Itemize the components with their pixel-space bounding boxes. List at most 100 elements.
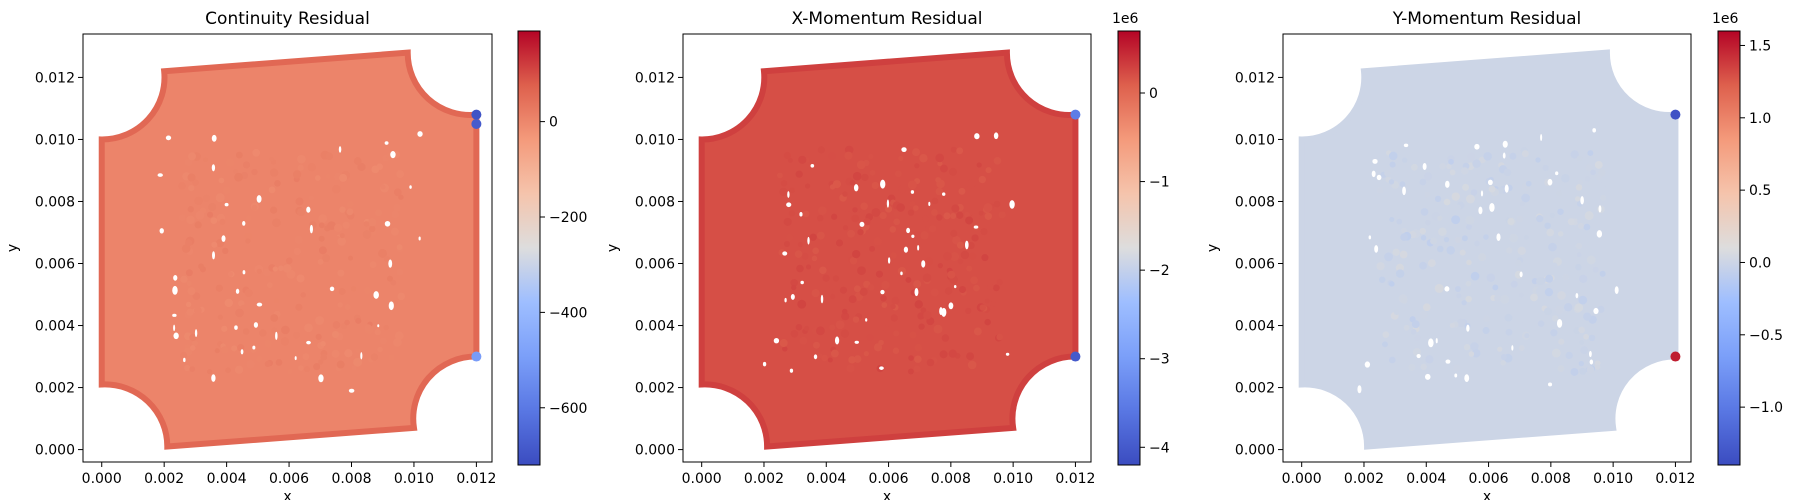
scatter-point [280, 337, 290, 346]
scatter-point [189, 333, 197, 342]
scatter-point [294, 235, 303, 245]
scatter-point [1478, 156, 1486, 164]
scatter-point [956, 241, 965, 249]
scatter-point [179, 351, 188, 360]
scatter-point [909, 201, 916, 207]
scatter-point [331, 184, 341, 194]
scatter-point [1579, 339, 1585, 345]
scatter-point [1384, 252, 1394, 262]
mesh-gap [1589, 359, 1594, 365]
scatter-point [1592, 266, 1599, 273]
scatter-point [269, 168, 279, 177]
scatter-point [217, 314, 223, 320]
mesh-gap [854, 340, 859, 344]
mesh-gap [1504, 184, 1509, 193]
scatter-point [889, 226, 897, 233]
scatter-point [937, 263, 943, 269]
scatter-point [956, 211, 964, 219]
mesh-gap [173, 324, 176, 331]
scatter-point [266, 282, 273, 288]
scatter-point [818, 206, 827, 215]
scatter-point [795, 323, 803, 331]
mesh-gap [1376, 174, 1382, 181]
scatter-point [225, 158, 235, 167]
scatter-point [928, 225, 937, 233]
scatter-point [1519, 201, 1525, 207]
scatter-point [1497, 196, 1505, 204]
scatter-point [777, 172, 783, 179]
scatter-point [852, 316, 860, 323]
mesh-gap [1364, 361, 1371, 368]
y-tick-label: 0.004 [35, 319, 75, 335]
scatter-point [1518, 292, 1524, 298]
scatter-point [1476, 169, 1482, 175]
scatter-point [1470, 342, 1479, 351]
scatter-point [1551, 348, 1561, 358]
scatter-point [835, 320, 845, 330]
scatter-point [233, 168, 239, 175]
scatter-point [786, 233, 794, 241]
scatter-point [195, 210, 205, 220]
scatter-point [262, 268, 272, 277]
scatter-point [1435, 301, 1443, 309]
scatter-point [346, 200, 354, 208]
mesh-gap [211, 134, 217, 142]
scatter-point [188, 152, 196, 161]
mesh-gap [911, 234, 915, 238]
scatter-point [1536, 277, 1545, 286]
scatter-point [178, 182, 186, 190]
mesh-gap [294, 356, 297, 361]
scatter-point [333, 205, 341, 212]
scatter-point [187, 173, 196, 182]
scatter-point [844, 151, 853, 160]
scatter-point [1506, 247, 1513, 254]
scatter-point [1597, 305, 1605, 314]
mesh-gap [1435, 338, 1438, 344]
scatter-point [317, 258, 324, 265]
y-tick-label: 0.004 [1235, 319, 1275, 335]
scatter-point [297, 154, 306, 164]
scatter-point [206, 211, 214, 218]
scatter-point [873, 343, 883, 352]
scatter-point [829, 293, 836, 300]
scatter-point [978, 175, 987, 184]
scatter-point [185, 269, 193, 277]
scatter-point [208, 304, 217, 314]
scatter-point [893, 210, 901, 218]
scatter-point [1550, 329, 1558, 337]
chart-title: X-Momentum Residual [792, 9, 983, 29]
scatter-point [944, 287, 953, 295]
scatter-point [868, 284, 875, 291]
scatter-point [970, 276, 978, 285]
scatter-point [941, 334, 950, 342]
mesh-gap [762, 361, 767, 367]
mesh-gap [1480, 190, 1484, 197]
scatter-point [278, 265, 284, 271]
scatter-point [827, 357, 833, 363]
scatter-point [1449, 322, 1455, 328]
scatter-point [317, 359, 324, 365]
scatter-point [948, 167, 958, 176]
mesh-gap [212, 251, 216, 260]
panel-2: 0.000 0.002 0.004 0.006 0.008 0.010 0.012 0.000… [605, 9, 1170, 500]
scatter-point [1548, 242, 1557, 252]
scatter-point [198, 263, 205, 270]
mesh-gap [886, 199, 890, 208]
scatter-point [295, 197, 304, 206]
mesh-gap [921, 260, 926, 268]
scatter-point [331, 349, 340, 358]
mesh-gap [1402, 186, 1406, 196]
scatter-point [245, 238, 251, 244]
x-tick-label: 0.002 [144, 471, 184, 487]
x-tick-label: 0.004 [207, 471, 247, 487]
scatter-point [779, 187, 788, 197]
scatter-point [930, 288, 939, 297]
x-tick-label: 0.010 [394, 471, 434, 487]
scatter-point [852, 207, 858, 213]
mesh-gap [1428, 338, 1434, 348]
x-tick-label: 0.002 [744, 471, 784, 487]
mesh-gap [1502, 140, 1508, 148]
scatter-point [1577, 179, 1584, 186]
colorbar-tick-label: −400 [549, 305, 587, 321]
panel-1: 0.000 0.002 0.004 0.006 0.008 0.010 0.012 0.000… [5, 9, 587, 500]
